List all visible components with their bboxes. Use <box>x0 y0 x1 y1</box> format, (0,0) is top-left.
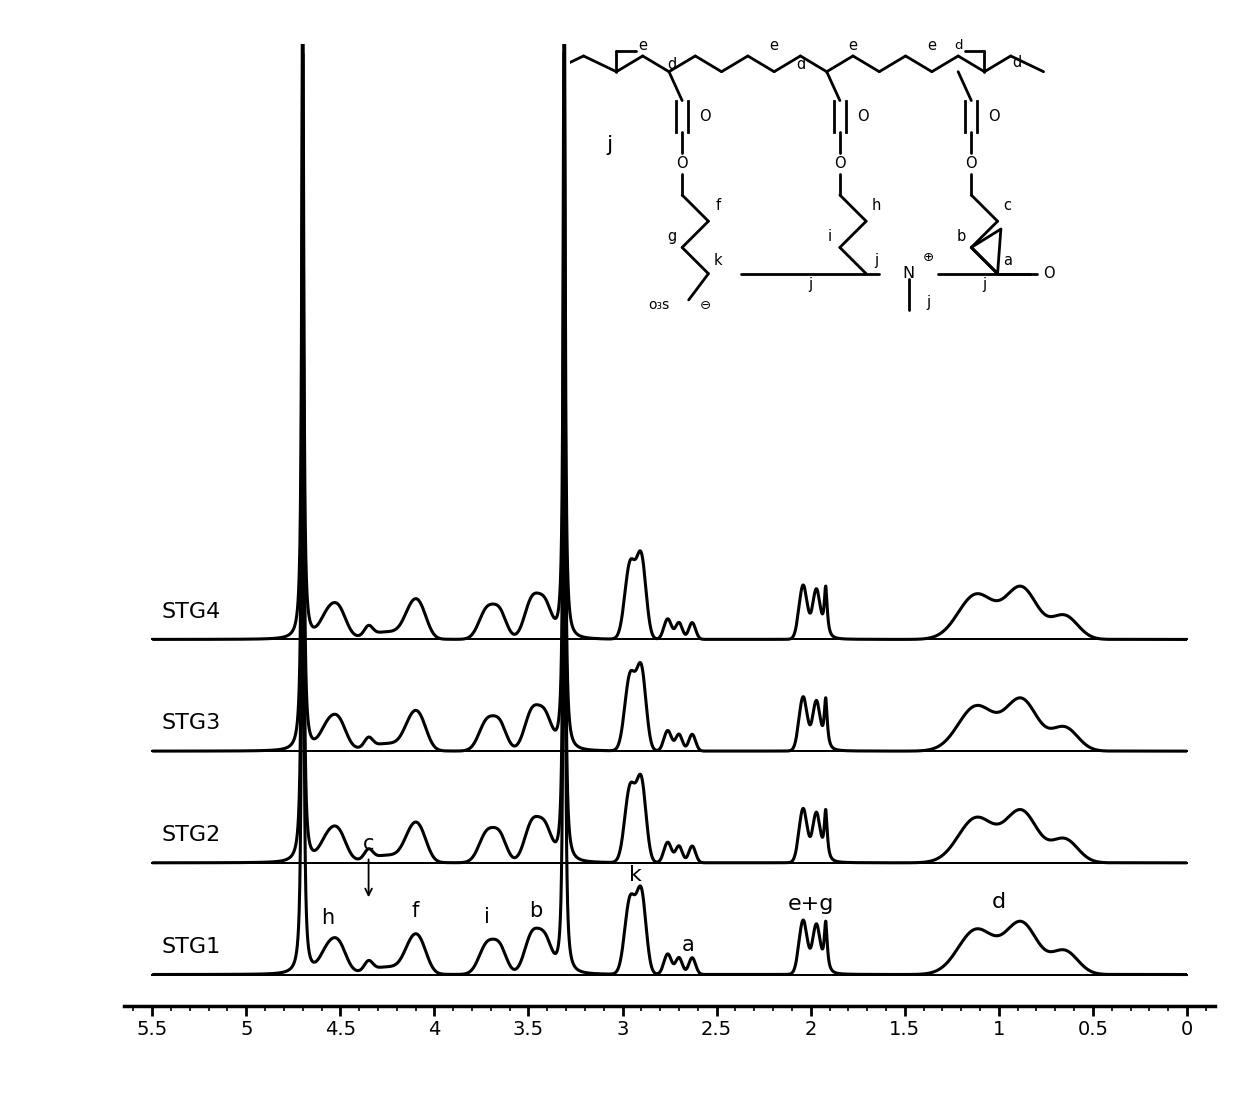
Text: g: g <box>667 230 677 245</box>
Text: i: i <box>828 230 832 245</box>
Text: O: O <box>857 109 869 124</box>
Text: N: N <box>903 267 915 281</box>
Text: e: e <box>770 38 779 52</box>
Text: c: c <box>1003 198 1012 213</box>
Text: ⊕: ⊕ <box>923 251 934 265</box>
Text: h: h <box>321 908 334 928</box>
Text: a: a <box>1003 254 1012 268</box>
Text: STG1: STG1 <box>161 937 221 956</box>
Text: b: b <box>957 230 966 245</box>
Text: f: f <box>412 902 419 921</box>
Text: k: k <box>714 254 723 268</box>
Text: h: h <box>872 198 880 213</box>
Text: o₃s: o₃s <box>649 298 670 313</box>
Text: c: c <box>363 834 374 854</box>
Text: e: e <box>639 38 647 52</box>
Text: d: d <box>796 57 805 72</box>
Text: j: j <box>808 277 812 292</box>
Text: O: O <box>1044 267 1055 281</box>
Text: j: j <box>926 295 931 310</box>
Text: STG4: STG4 <box>161 601 221 622</box>
Text: STG2: STG2 <box>161 825 221 845</box>
Text: O: O <box>699 109 711 124</box>
Text: d: d <box>1013 56 1022 70</box>
Text: O: O <box>966 156 977 171</box>
Text: O: O <box>988 109 1001 124</box>
Text: f: f <box>715 198 720 213</box>
Text: b: b <box>529 902 543 921</box>
Text: j: j <box>982 277 987 292</box>
Text: d: d <box>992 892 1006 912</box>
Text: e+g: e+g <box>787 894 833 915</box>
Text: k: k <box>629 865 642 884</box>
Text: ⊖: ⊖ <box>699 298 711 312</box>
Text: e: e <box>848 38 858 52</box>
Text: STG3: STG3 <box>161 714 221 733</box>
Text: d: d <box>667 57 677 72</box>
Text: j: j <box>874 254 878 268</box>
Text: i: i <box>484 907 490 927</box>
Text: d: d <box>954 39 962 52</box>
Text: O: O <box>676 156 688 171</box>
Text: e: e <box>928 38 936 52</box>
Text: O: O <box>835 156 846 171</box>
Text: j: j <box>606 136 613 155</box>
Text: a: a <box>682 936 694 955</box>
